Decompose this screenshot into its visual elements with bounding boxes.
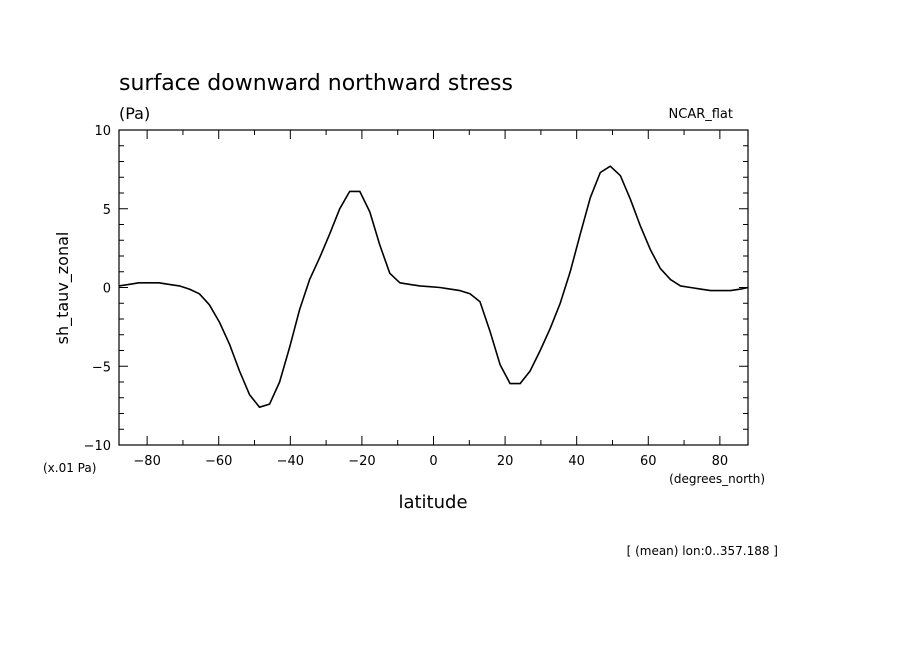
y-tick-label: 10 — [94, 124, 111, 139]
x-tick-label: 60 — [640, 454, 657, 469]
x-tick-label: 40 — [568, 454, 585, 469]
x-units-label: (degrees_north) — [669, 472, 765, 486]
y-tick-label: −5 — [92, 360, 111, 375]
chart-title: surface downward northward stress — [119, 71, 513, 96]
y-scale-label: (x.01 Pa) — [43, 461, 96, 475]
series-line — [118, 165, 749, 409]
x-tick-label: 80 — [712, 454, 729, 469]
x-tick-label: −40 — [277, 454, 304, 469]
x-tick-label: −60 — [205, 454, 232, 469]
x-tick-label: −20 — [348, 454, 375, 469]
y-tick-label: 5 — [103, 203, 111, 218]
x-tick-label: −80 — [133, 454, 160, 469]
footnote: [ (mean) lon:0..357.188 ] — [627, 544, 778, 558]
x-tick-label: 0 — [429, 454, 437, 469]
units-label: (Pa) — [119, 104, 150, 123]
x-axis-label: latitude — [398, 492, 467, 513]
y-tick-label: 0 — [103, 282, 111, 297]
y-tick-label: −10 — [84, 439, 111, 454]
model-label: NCAR_flat — [669, 107, 733, 122]
x-tick-label: 20 — [497, 454, 514, 469]
y-axis-label: sh_tauv_zonal — [53, 232, 73, 345]
